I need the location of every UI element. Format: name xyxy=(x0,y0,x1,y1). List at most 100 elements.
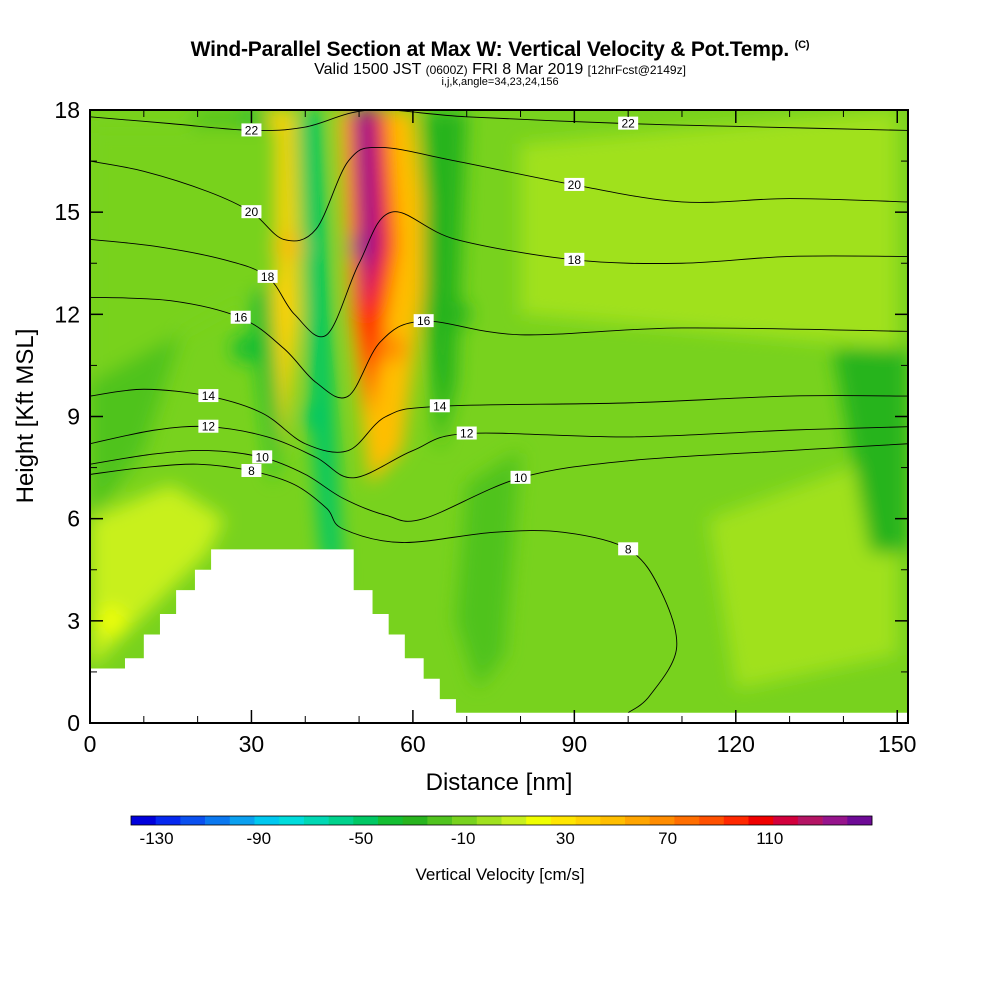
colorbar-swatch xyxy=(131,816,156,825)
colorbar-swatch xyxy=(526,816,552,825)
chart-title: Wind-Parallel Section at Max W: Vertical… xyxy=(190,38,810,61)
colorbar-swatch xyxy=(205,816,231,825)
velocity-core-7 xyxy=(441,300,470,329)
y-tick-label: 18 xyxy=(54,97,80,123)
colorbar: -130 -90 -50 -10 30 70 110 xyxy=(130,815,873,848)
colorbar-swatch xyxy=(353,816,379,825)
theta-label-text: 14 xyxy=(202,389,216,403)
colorbar-tick-label: 30 xyxy=(556,829,575,848)
y-tick-label: 9 xyxy=(67,404,80,430)
theta-label-10-1: 10 xyxy=(510,470,531,485)
velocity-core-1 xyxy=(377,334,406,363)
colorbar-swatch xyxy=(229,816,255,825)
theta-label-text: 10 xyxy=(514,471,528,485)
colorbar-swatch xyxy=(501,816,527,825)
colorbar-frame xyxy=(130,815,873,826)
velocity-band-9 xyxy=(455,450,521,689)
theta-label-text: 16 xyxy=(417,314,431,328)
theta-contour-10 xyxy=(90,443,908,522)
theta-contour-20 xyxy=(90,147,908,242)
theta-label-bg xyxy=(413,314,434,328)
velocity-field xyxy=(90,110,908,689)
theta-label-bg xyxy=(564,252,585,266)
theta-label-18-1: 18 xyxy=(564,252,585,267)
velocity-core-3 xyxy=(302,402,331,431)
index-line: i,j,k,angle=34,23,24,156 xyxy=(441,76,559,88)
theta-label-20-1: 20 xyxy=(564,177,585,192)
theta-label-bg xyxy=(564,177,585,191)
theta-label-text: 8 xyxy=(625,542,632,556)
y-tick-label: 0 xyxy=(67,710,80,736)
colorbar-swatch xyxy=(279,816,305,825)
colorbar-swatch xyxy=(452,816,478,825)
y-tick-label: 3 xyxy=(67,608,80,634)
colorbar-tick-label: -50 xyxy=(349,829,374,848)
theta-label-text: 12 xyxy=(202,420,216,434)
colorbar-swatch xyxy=(476,816,502,825)
x-tick-label: 120 xyxy=(717,731,755,757)
theta-label-bg xyxy=(230,310,251,324)
colorbar-swatch xyxy=(649,816,675,825)
x-tick-label: 0 xyxy=(84,731,97,757)
theta-label-text: 22 xyxy=(621,117,635,131)
theta-label-bg xyxy=(241,463,262,477)
theta-label-12-1: 12 xyxy=(456,426,477,441)
theta-label-text: 20 xyxy=(245,205,259,219)
colorbar-label: Vertical Velocity [cm/s] xyxy=(415,865,584,884)
theta-contour-18 xyxy=(90,211,908,338)
velocity-band-7 xyxy=(353,110,381,315)
theta-label-20-0: 20 xyxy=(241,205,262,219)
velocity-band-12 xyxy=(708,450,898,689)
colorbar-swatch xyxy=(822,816,848,825)
theta-label-bg xyxy=(618,542,639,556)
theta-label-bg xyxy=(618,116,639,130)
terrain xyxy=(90,549,908,723)
theta-label-22-1: 22 xyxy=(618,116,639,131)
theta-label-text: 20 xyxy=(568,178,582,192)
colorbar-swatch xyxy=(575,816,601,825)
colorbar-swatch xyxy=(600,816,626,825)
theta-label-text: 8 xyxy=(248,464,255,478)
y-tick-label: 15 xyxy=(54,199,80,225)
colorbar-swatch xyxy=(402,816,428,825)
chart-subtitle: Valid 1500 JST (0600Z) FRI 8 Mar 2019 [1… xyxy=(314,61,686,78)
theta-label-bg xyxy=(429,399,450,413)
theta-label-bg xyxy=(456,426,477,440)
y-tick-label: 6 xyxy=(67,506,80,532)
velocity-core-2 xyxy=(275,232,304,261)
colorbar-swatch xyxy=(847,816,873,825)
y-tick-label: 12 xyxy=(54,301,80,327)
theta-label-text: 22 xyxy=(245,123,259,137)
velocity-core-6 xyxy=(721,164,750,193)
x-axis-label: Distance [nm] xyxy=(426,769,573,796)
velocity-core-5 xyxy=(97,606,126,635)
theta-label-16-0: 16 xyxy=(230,310,251,325)
colorbar-tick-label: -130 xyxy=(140,829,174,848)
y-axis-label: Height [Kft MSL] xyxy=(12,329,39,504)
colorbar-tick-label: 110 xyxy=(756,829,783,848)
theta-label-16-1: 16 xyxy=(413,314,434,328)
colorbar-tick-label: 70 xyxy=(658,829,677,848)
theta-label-12-0: 12 xyxy=(198,419,219,434)
theta-label-text: 18 xyxy=(568,253,582,267)
theta-label-8-0: 8 xyxy=(241,463,262,478)
theta-contour-8 xyxy=(90,463,678,714)
theta-label-18-0: 18 xyxy=(257,269,278,284)
x-tick-label: 30 xyxy=(239,731,265,757)
theta-label-bg xyxy=(198,419,219,433)
theta-label-text: 12 xyxy=(460,427,474,441)
axes: 0 30 60 90 120 150 0 3 6 9 12 15 18 xyxy=(54,97,916,757)
theta-label-bg xyxy=(252,450,273,464)
theta-label-bg xyxy=(241,123,262,137)
theta-label-14-0: 14 xyxy=(198,389,219,403)
colorbar-swatch xyxy=(797,816,823,825)
colorbar-swatch xyxy=(303,816,329,825)
theta-label-bg xyxy=(241,205,262,219)
velocity-band-2 xyxy=(299,110,343,587)
colorbar-tick-label: -10 xyxy=(451,829,476,848)
x-tick-label: 90 xyxy=(562,731,588,757)
